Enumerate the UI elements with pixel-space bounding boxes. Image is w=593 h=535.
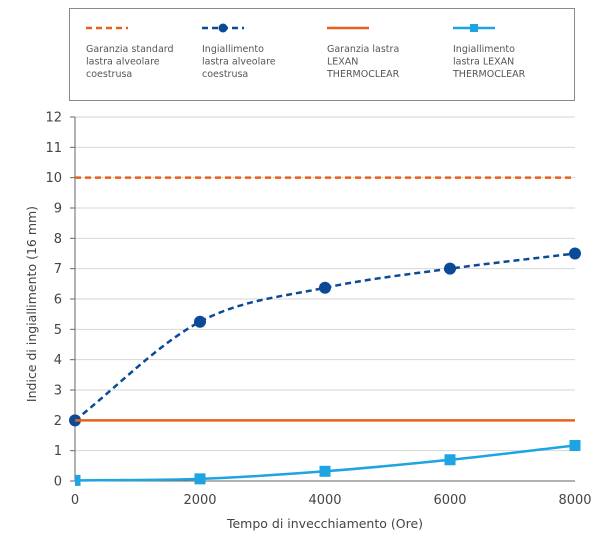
y-tick-label: 2: [54, 414, 62, 429]
legend-label-line: coestrusa: [86, 69, 132, 80]
y-tick-label: 0: [54, 475, 62, 490]
data-point-circle: [569, 247, 581, 260]
legend-label-line: THERMOCLEAR: [452, 69, 526, 80]
x-tick-label: 6000: [433, 493, 466, 508]
legend-label-line: lastra alveolare: [202, 57, 276, 68]
x-tick-label: 0: [71, 493, 79, 508]
y-tick-label: 12: [45, 111, 62, 126]
data-point-square: [319, 465, 331, 477]
y-tick-label: 4: [54, 353, 62, 368]
y-tick-label: 9: [54, 202, 62, 217]
legend-box: [69, 8, 575, 101]
y-tick-label: 10: [45, 171, 62, 186]
legend-label-line: Garanzia lastra: [327, 44, 399, 55]
legend-label-line: THERMOCLEAR: [326, 69, 400, 80]
data-point-circle: [444, 262, 456, 275]
data-point-square: [569, 440, 581, 452]
legend-label-line: Ingiallimento: [202, 44, 264, 55]
series-group: [69, 176, 581, 486]
data-point-square: [75, 474, 81, 486]
y-tick-label: 6: [54, 293, 62, 308]
y-tick-label: 1: [54, 444, 62, 459]
legend-label-line: Garanzia standard: [86, 44, 174, 55]
y-tick-label: 11: [45, 141, 62, 156]
x-tick-label: 8000: [558, 493, 591, 508]
y-axis-label: Indice di ingiallimento (16 mm): [24, 206, 39, 402]
legend-label-line: LEXAN: [327, 57, 358, 68]
y-tick-label: 3: [54, 384, 62, 399]
x-axis-label: Tempo di invecchiamento (Ore): [226, 516, 423, 531]
data-point-circle: [194, 315, 206, 328]
x-tick-label: 2000: [183, 493, 216, 508]
y-tick-label: 7: [54, 262, 62, 277]
legend-label-line: coestrusa: [202, 69, 248, 80]
series-line-2: [74, 252, 576, 422]
data-point-circle: [319, 281, 331, 294]
legend-label-line: lastra LEXAN: [453, 57, 514, 68]
y-tick-label: 5: [54, 323, 62, 338]
data-point-square: [444, 454, 456, 466]
x-tick-label: 4000: [308, 493, 341, 508]
legend-marker-square: [470, 24, 478, 32]
legend-marker-circle: [218, 23, 228, 33]
data-point-square: [194, 473, 206, 485]
y-tick-label: 8: [54, 232, 62, 247]
legend-label-line: Ingiallimento: [453, 44, 515, 55]
legend-label-line: lastra alveolare: [86, 57, 160, 68]
